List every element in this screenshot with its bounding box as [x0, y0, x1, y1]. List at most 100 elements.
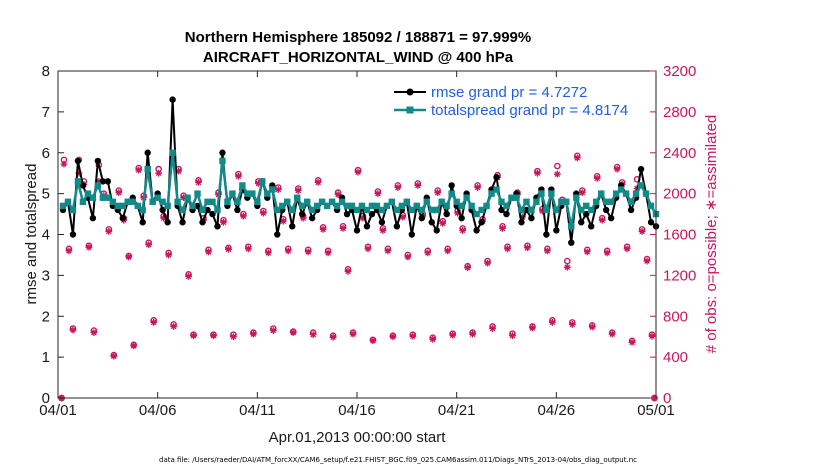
totalspread-marker — [119, 202, 126, 210]
totalspread-marker — [303, 198, 311, 205]
totalspread-marker — [323, 202, 331, 210]
totalspread-marker — [104, 194, 112, 201]
obs-assimilated-marker — [524, 244, 531, 252]
rmse-marker — [553, 227, 560, 234]
totalspread-marker — [249, 190, 256, 197]
rmse-marker — [408, 231, 416, 238]
obs-assimilated-marker — [130, 342, 138, 350]
totalspread-marker — [463, 194, 470, 201]
totalspread-marker — [513, 194, 520, 201]
obs-assimilated-marker — [190, 332, 197, 340]
obs-assimilated-marker — [638, 228, 646, 235]
obs-possible-marker — [563, 257, 571, 265]
obs-assimilated-marker — [603, 249, 611, 257]
obs-assimilated-marker — [613, 165, 621, 173]
totalspread-marker — [134, 202, 141, 210]
rmse-marker — [99, 178, 107, 185]
rmse-marker — [74, 157, 82, 165]
rmse-marker — [443, 210, 450, 218]
totalspread-marker — [453, 198, 460, 205]
obs-assimilated-marker — [379, 227, 387, 234]
totalspread-marker — [219, 157, 226, 165]
obs-assimilated-marker — [60, 160, 68, 168]
footnote: data file: /Users/raeder/DAI/ATM_forcXX/… — [159, 456, 637, 464]
totalspread-marker — [632, 190, 640, 197]
obs-assimilated-marker — [314, 178, 322, 186]
totalspread-marker — [602, 198, 610, 205]
rmse-marker — [164, 219, 171, 226]
y-tick-label: 8 — [42, 63, 50, 80]
totalspread-marker — [348, 202, 356, 210]
totalspread-marker — [642, 190, 650, 197]
totalspread-marker — [159, 198, 166, 205]
totalspread-marker — [478, 206, 485, 214]
obs-assimilated-marker — [509, 332, 516, 340]
obs-assimilated-marker — [329, 333, 337, 341]
totalspread-marker — [413, 202, 420, 210]
totalspread-marker — [408, 206, 416, 214]
obs-assimilated-marker — [225, 245, 232, 253]
obs-assimilated-marker — [519, 213, 526, 221]
obs-assimilated-marker — [274, 186, 282, 193]
obs-assimilated-marker — [279, 217, 287, 225]
y-tick-label: 2 — [42, 308, 50, 325]
obs-assimilated-marker — [588, 323, 596, 331]
obs-assimilated-marker — [294, 187, 302, 194]
y-right-tick-label: 1200 — [663, 267, 696, 284]
totalspread-marker — [597, 190, 605, 197]
totalspread-marker — [563, 198, 570, 205]
obs-assimilated-marker — [110, 352, 118, 360]
obs-assimilated-marker — [249, 330, 257, 338]
totalspread-marker — [244, 190, 251, 197]
totalspread-marker — [94, 182, 102, 189]
obs-assimilated-marker — [533, 169, 541, 177]
totalspread-marker — [617, 186, 625, 193]
rmse-marker — [627, 206, 635, 214]
obs-assimilated-marker — [364, 245, 372, 253]
totalspread-marker — [637, 182, 645, 189]
rmse-marker — [343, 210, 351, 218]
totalspread-marker — [518, 206, 525, 214]
totalspread-marker — [169, 149, 176, 156]
y-tick-label: 3 — [42, 267, 50, 284]
totalspread-marker — [129, 198, 136, 205]
rmse-marker — [89, 214, 97, 222]
obs-assimilated-marker — [643, 257, 651, 265]
obs-assimilated-marker — [623, 245, 631, 253]
legend-rmse-label: rmse grand pr = 4.7272 — [431, 84, 587, 101]
totalspread-marker — [289, 206, 296, 214]
rmse-marker — [478, 219, 485, 226]
totalspread-marker — [239, 182, 246, 189]
y-tick-label: 6 — [42, 145, 50, 162]
obs-assimilated-marker — [319, 225, 327, 233]
totalspread-marker — [503, 202, 510, 210]
obs-assimilated-marker — [125, 253, 133, 261]
totalspread-marker — [493, 186, 500, 193]
obs-assimilated-marker — [244, 245, 252, 253]
totalspread-marker — [313, 202, 321, 210]
obs-assimilated-marker — [399, 213, 407, 221]
obs-assimilated-marker — [434, 189, 442, 197]
y-right-tick-label: 0 — [663, 390, 671, 407]
totalspread-marker — [568, 223, 575, 230]
y-right-tick-label: 800 — [663, 308, 688, 325]
totalspread-marker — [214, 206, 221, 214]
rmse-marker — [308, 214, 316, 222]
y-right-tick-label: 2800 — [663, 104, 696, 121]
totalspread-marker — [627, 198, 635, 205]
y-tick-label: 4 — [42, 227, 50, 244]
obs-assimilated-marker — [563, 263, 571, 271]
obs-assimilated-marker — [489, 325, 496, 332]
legend-spread-marker — [406, 106, 414, 114]
totalspread-marker — [209, 198, 216, 205]
obs-assimilated-marker — [69, 326, 77, 334]
rmse-marker — [428, 219, 435, 226]
obs-assimilated-marker — [464, 264, 472, 272]
rmse-marker — [199, 219, 206, 226]
totalspread-marker — [164, 202, 171, 210]
totalspread-marker — [553, 206, 560, 214]
obs-assimilated-marker — [309, 331, 317, 339]
totalspread-marker — [284, 198, 291, 205]
rmse-marker — [473, 227, 480, 234]
totalspread-marker — [498, 198, 505, 205]
